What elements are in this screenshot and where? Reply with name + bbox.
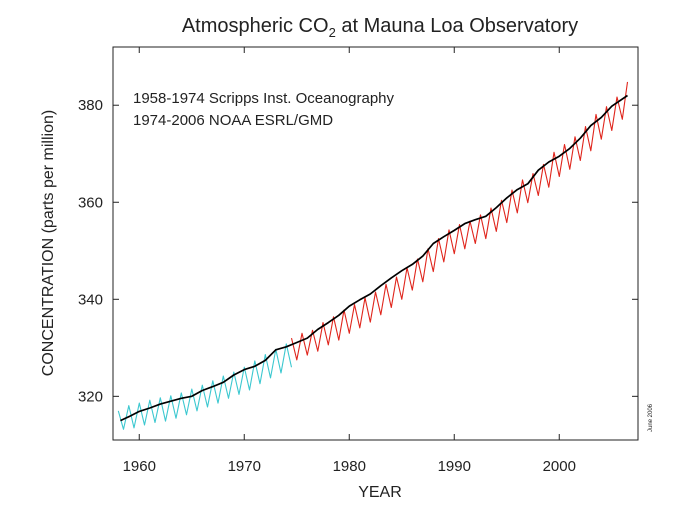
x-tick-label-2000: 2000	[543, 458, 576, 475]
scripps-series-line	[117, 343, 293, 430]
legend-line-1: 1958-1974 Scripps Inst. Oceanography	[133, 90, 394, 107]
chart-title-suffix: at Mauna Loa Observatory	[336, 15, 578, 37]
tick-marks	[113, 47, 638, 440]
chart-title-prefix: Atmospheric CO	[182, 15, 329, 37]
trend-series-line	[120, 94, 628, 422]
y-tick-label-320: 320	[78, 388, 103, 405]
tick-labels: 1960 1970 1980 1990 2000 320 340 360 380	[78, 97, 576, 475]
x-tick-label-1990: 1990	[438, 458, 471, 475]
x-tick-label-1960: 1960	[123, 458, 156, 475]
chart-title-subscript: 2	[329, 25, 336, 40]
plot-frame	[112, 46, 639, 441]
legend-line-2: 1974-2006 NOAA ESRL/GMD	[133, 112, 333, 129]
y-axis-label: CONCENTRATION (parts per million)	[40, 110, 57, 376]
y-tick-label-360: 360	[78, 194, 103, 211]
x-tick-label-1970: 1970	[228, 458, 261, 475]
y-tick-label-340: 340	[78, 291, 103, 308]
date-annotation: June 2006	[648, 403, 654, 432]
y-tick-label-380: 380	[78, 97, 103, 114]
x-tick-label-1980: 1980	[333, 458, 366, 475]
series-lines	[117, 81, 629, 430]
x-axis-label: YEAR	[358, 484, 402, 501]
noaa-series-line	[290, 81, 629, 361]
chart-title: Atmospheric CO2 at Mauna Loa Observatory	[182, 15, 578, 40]
